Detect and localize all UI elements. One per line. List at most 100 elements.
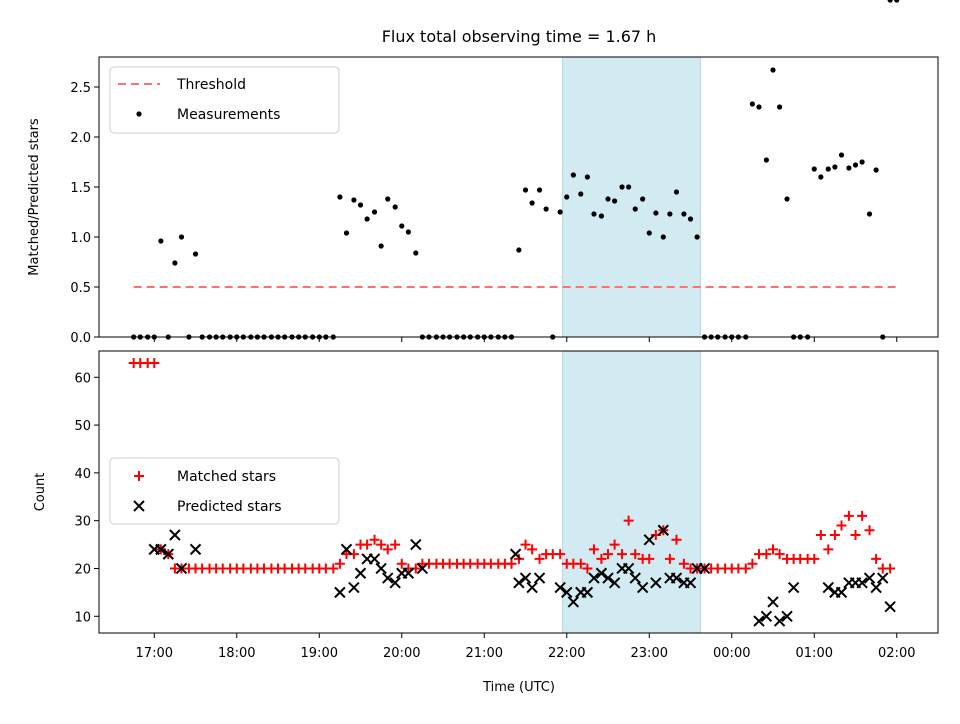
predicted-star-point [767,596,779,608]
matched-star-marker [864,525,875,536]
x-tick-label: 02:00 [878,646,915,661]
matched-star-marker [534,553,545,564]
predicted-star-point [629,572,641,584]
top-axes: 0.0 0.5 1.0 1.5 2.0 2.5 Threshold Measurements [70,0,939,346]
x-tick-label: 23:00 [631,646,668,661]
predicted-star-point [513,577,525,589]
matched-star-point [664,553,675,564]
predicted-star-marker [561,586,573,599]
measurement-point [832,164,838,170]
predicted-star-marker [822,581,834,594]
measurement-point [557,209,563,215]
measurement-point [543,206,549,212]
measurement-point [887,0,893,3]
measurement-point [399,223,405,229]
predicted-star-marker [519,572,532,584]
measurement-point [591,211,597,217]
matched-star-marker [823,544,834,555]
predicted-star-point [561,586,573,599]
y-tick-label: 1.5 [70,181,91,196]
legend: Threshold Measurements [109,66,340,134]
y-tick-label: 40 [74,467,91,482]
x-axis-label: Time (UTC) [482,680,555,695]
measurement-point [646,230,652,236]
matched-star-point [609,539,620,550]
measurement-point [653,210,659,216]
predicted-star-point [162,548,175,560]
matched-star-point [588,544,599,555]
predicted-star-point [410,538,422,551]
matched-star-marker [369,534,380,545]
measurement-point [667,211,673,217]
matched-star-point [555,549,566,560]
matched-star-marker [588,544,599,555]
predicted-star-point [533,572,546,584]
matched-star-point [617,549,628,560]
matched-star-point [534,553,545,564]
measurement-point [811,166,817,172]
measurement-point [392,204,398,210]
predicted-star-point [877,572,889,584]
predicted-star-marker [643,534,655,546]
predicted-star-marker [402,567,415,579]
matched-star-point [520,539,531,550]
predicted-star-point [753,615,765,627]
predicted-star-point [835,586,848,599]
matched-star-point [582,563,593,574]
predicted-star-point [526,581,538,594]
measurement-point [763,157,770,163]
predicted-star-marker [870,581,882,594]
predicted-star-point [622,562,635,575]
predicted-star-marker [863,572,876,584]
matched-star-marker [609,539,620,550]
matched-star-point [774,549,785,560]
predicted-star-marker [155,543,167,556]
matched-star-marker [671,534,682,545]
predicted-star-point [519,572,532,584]
matched-star-marker [396,558,407,569]
matched-star-point [823,544,834,555]
matched-star-marker [630,549,641,560]
x-tick-label: 01:00 [796,646,833,661]
matched-star-point [362,539,373,550]
measurement-point [337,194,343,200]
matched-star-marker [513,553,524,564]
measurement-point [846,165,852,171]
measurement-point [749,101,755,107]
predicted-star-marker [533,572,546,584]
predicted-star-point [189,543,202,556]
measurement-point [852,162,859,168]
matched-star-marker [520,539,531,550]
y-tick-label: 2.0 [70,131,91,146]
legend: Matched stars Predicted stars [109,457,340,525]
matched-star-point [396,558,407,569]
matched-star-marker [555,549,566,560]
matched-star-point [864,525,875,536]
matched-star-marker [596,553,607,564]
matched-star-point [328,563,339,574]
measurement-point [522,187,529,193]
y-tick-label: 60 [74,371,91,386]
matched-star-point [390,539,401,550]
matched-star-marker [617,549,628,560]
predicted-star-point [175,562,188,575]
measurement-point [673,189,680,195]
predicted-star-point [382,572,394,584]
predicted-star-marker [416,562,429,575]
matched-star-point [603,549,614,560]
measurement-point [536,187,543,193]
matched-star-marker [362,539,373,550]
matched-star-marker [603,549,614,560]
measurement-point [777,104,783,110]
measurement-point [371,209,378,215]
measurement-point [357,202,364,208]
predicted-star-point [856,577,868,589]
matched-star-marker [328,563,339,574]
measurement-point [619,184,625,190]
predicted-star-marker [602,572,614,584]
predicted-star-point [773,615,786,627]
matched-star-point [885,563,896,574]
predicted-star-marker [581,586,594,599]
matched-star-marker [857,510,868,521]
matched-star-marker [382,544,393,555]
